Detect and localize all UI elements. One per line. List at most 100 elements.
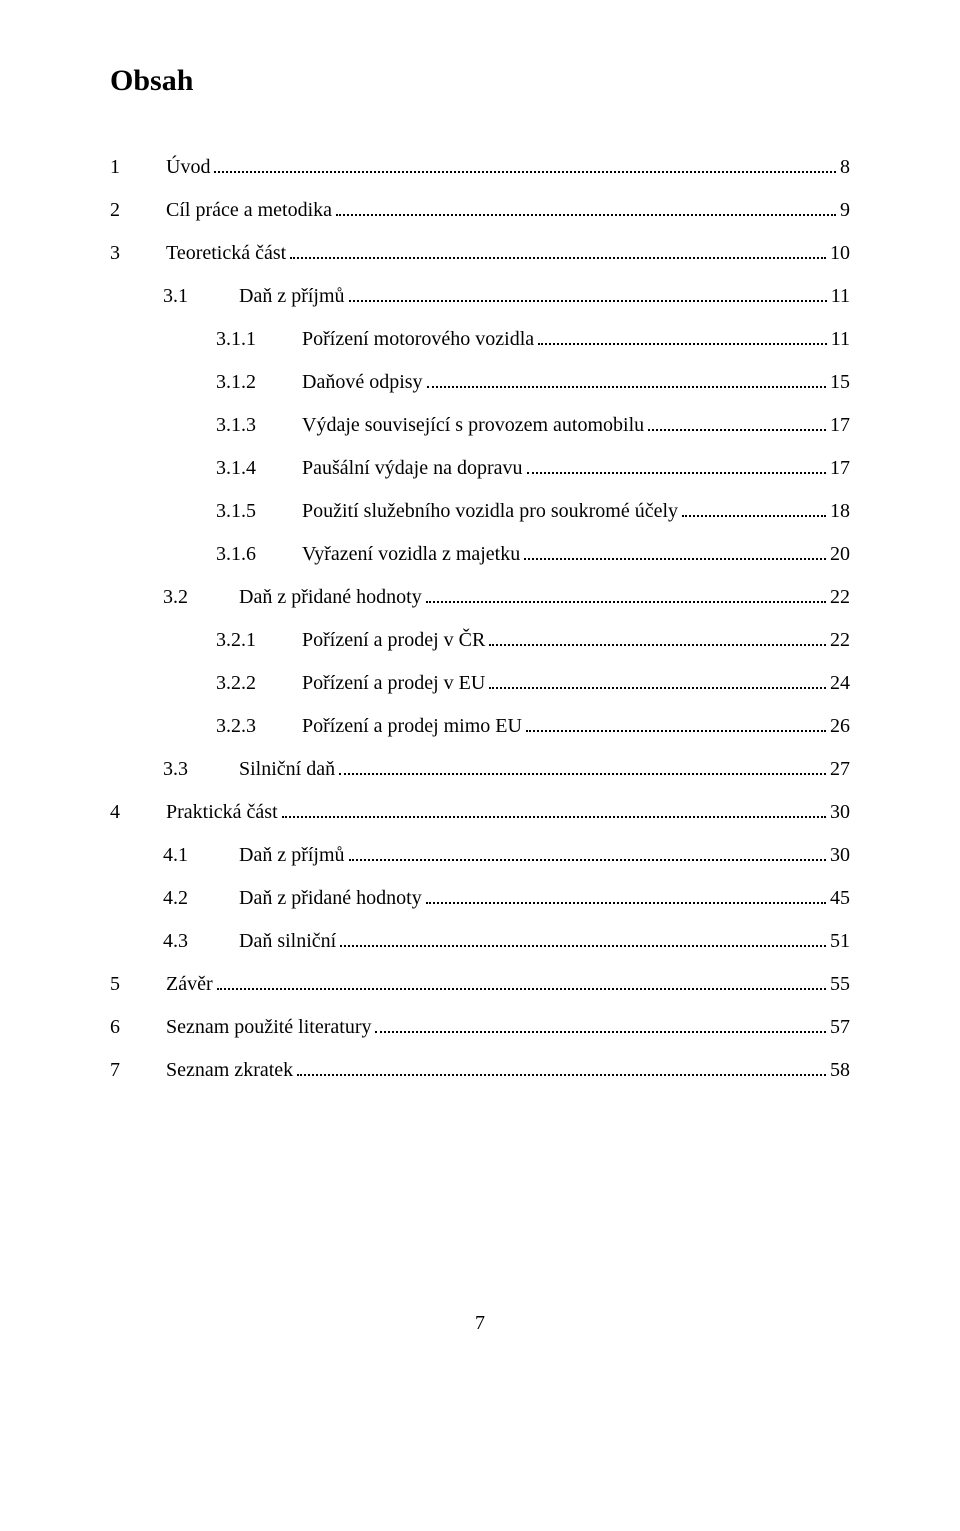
toc-page: 57 <box>830 1006 850 1049</box>
toc-list: 1Úvod 82Cíl práce a metodika 93Teoretick… <box>110 146 850 1092</box>
toc-page: 8 <box>840 146 850 189</box>
toc-number: 4.2 <box>163 877 239 920</box>
toc-label: Daň silniční <box>239 920 336 963</box>
toc-leader-dots <box>217 988 826 990</box>
toc-leader-dots <box>214 171 836 173</box>
toc-label: Cíl práce a metodika <box>166 189 332 232</box>
toc-row: 3.1.4Paušální výdaje na dopravu 17 <box>110 447 850 490</box>
toc-page: 11 <box>831 275 850 318</box>
toc-label: Pořízení motorového vozidla <box>302 318 534 361</box>
toc-row: 6Seznam použité literatury 57 <box>110 1006 850 1049</box>
toc-number: 4.1 <box>163 834 239 877</box>
toc-page: 30 <box>830 834 850 877</box>
toc-label: Paušální výdaje na dopravu <box>302 447 523 490</box>
toc-row: 5Závěr 55 <box>110 963 850 1006</box>
toc-leader-dots <box>527 472 827 474</box>
toc-number: 3.1 <box>163 275 239 318</box>
toc-number: 3.2.2 <box>216 662 302 705</box>
toc-number: 3.2 <box>163 576 239 619</box>
toc-label: Daň z přidané hodnoty <box>239 877 422 920</box>
toc-row: 3.2Daň z přidané hodnoty 22 <box>110 576 850 619</box>
toc-leader-dots <box>648 429 826 431</box>
toc-label: Silniční daň <box>239 748 335 791</box>
toc-label: Praktická část <box>166 791 278 834</box>
toc-leader-dots <box>297 1074 826 1076</box>
toc-page: 15 <box>830 361 850 404</box>
toc-row: 4Praktická část 30 <box>110 791 850 834</box>
toc-label: Pořízení a prodej v ČR <box>302 619 485 662</box>
toc-number: 3.2.3 <box>216 705 302 748</box>
toc-page: 26 <box>830 705 850 748</box>
toc-number: 3.1.5 <box>216 490 302 533</box>
toc-number: 3.1.1 <box>216 318 302 361</box>
toc-leader-dots <box>282 816 826 818</box>
toc-row: 3.2.3Pořízení a prodej mimo EU 26 <box>110 705 850 748</box>
toc-page: 17 <box>830 404 850 447</box>
toc-page: 22 <box>830 619 850 662</box>
toc-row: 2Cíl práce a metodika 9 <box>110 189 850 232</box>
toc-leader-dots <box>349 300 827 302</box>
toc-number: 3.1.4 <box>216 447 302 490</box>
toc-row: 3.3Silniční daň 27 <box>110 748 850 791</box>
toc-row: 3Teoretická část 10 <box>110 232 850 275</box>
toc-page: 24 <box>830 662 850 705</box>
toc-row: 4.1Daň z příjmů 30 <box>110 834 850 877</box>
toc-leader-dots <box>375 1031 826 1033</box>
toc-page: 45 <box>830 877 850 920</box>
toc-page: 18 <box>830 490 850 533</box>
toc-row: 7Seznam zkratek 58 <box>110 1049 850 1092</box>
toc-leader-dots <box>340 945 826 947</box>
toc-page: 10 <box>830 232 850 275</box>
toc-number: 2 <box>110 189 166 232</box>
toc-leader-dots <box>336 214 836 216</box>
toc-number: 6 <box>110 1006 166 1049</box>
toc-number: 3.1.3 <box>216 404 302 447</box>
toc-row: 4.2Daň z přidané hodnoty 45 <box>110 877 850 920</box>
toc-page: 9 <box>840 189 850 232</box>
toc-number: 1 <box>110 146 166 189</box>
toc-label: Seznam zkratek <box>166 1049 293 1092</box>
toc-page: 22 <box>830 576 850 619</box>
toc-number: 3.1.6 <box>216 533 302 576</box>
toc-label: Daňové odpisy <box>302 361 423 404</box>
toc-row: 3.1.3Výdaje související s provozem autom… <box>110 404 850 447</box>
toc-page: 51 <box>830 920 850 963</box>
toc-page: 20 <box>830 533 850 576</box>
toc-page: 55 <box>830 963 850 1006</box>
toc-title: Obsah <box>110 64 850 98</box>
toc-number: 5 <box>110 963 166 1006</box>
toc-label: Výdaje související s provozem automobilu <box>302 404 644 447</box>
toc-label: Úvod <box>166 146 210 189</box>
toc-leader-dots <box>290 257 826 259</box>
page-number: 7 <box>110 1312 850 1335</box>
toc-page: 17 <box>830 447 850 490</box>
toc-leader-dots <box>526 730 826 732</box>
toc-row: 3.1Daň z příjmů 11 <box>110 275 850 318</box>
toc-row: 3.2.2Pořízení a prodej v EU 24 <box>110 662 850 705</box>
toc-leader-dots <box>426 601 826 603</box>
toc-page: 30 <box>830 791 850 834</box>
toc-label: Daň z příjmů <box>239 275 345 318</box>
toc-leader-dots <box>489 644 826 646</box>
toc-leader-dots <box>682 515 826 517</box>
toc-leader-dots <box>489 687 826 689</box>
toc-page: 58 <box>830 1049 850 1092</box>
toc-label: Závěr <box>166 963 213 1006</box>
toc-label: Pořízení a prodej mimo EU <box>302 705 522 748</box>
toc-number: 7 <box>110 1049 166 1092</box>
toc-leader-dots <box>349 859 826 861</box>
toc-label: Teoretická část <box>166 232 286 275</box>
toc-label: Pořízení a prodej v EU <box>302 662 485 705</box>
toc-row: 3.1.6Vyřazení vozidla z majetku 20 <box>110 533 850 576</box>
toc-label: Použití služebního vozidla pro soukromé … <box>302 490 678 533</box>
toc-row: 1Úvod 8 <box>110 146 850 189</box>
toc-row: 4.3Daň silniční 51 <box>110 920 850 963</box>
toc-leader-dots <box>524 558 826 560</box>
toc-leader-dots <box>538 343 827 345</box>
toc-number: 4.3 <box>163 920 239 963</box>
toc-row: 3.2.1Pořízení a prodej v ČR 22 <box>110 619 850 662</box>
toc-number: 3 <box>110 232 166 275</box>
toc-number: 4 <box>110 791 166 834</box>
toc-label: Daň z přidané hodnoty <box>239 576 422 619</box>
toc-leader-dots <box>427 386 826 388</box>
